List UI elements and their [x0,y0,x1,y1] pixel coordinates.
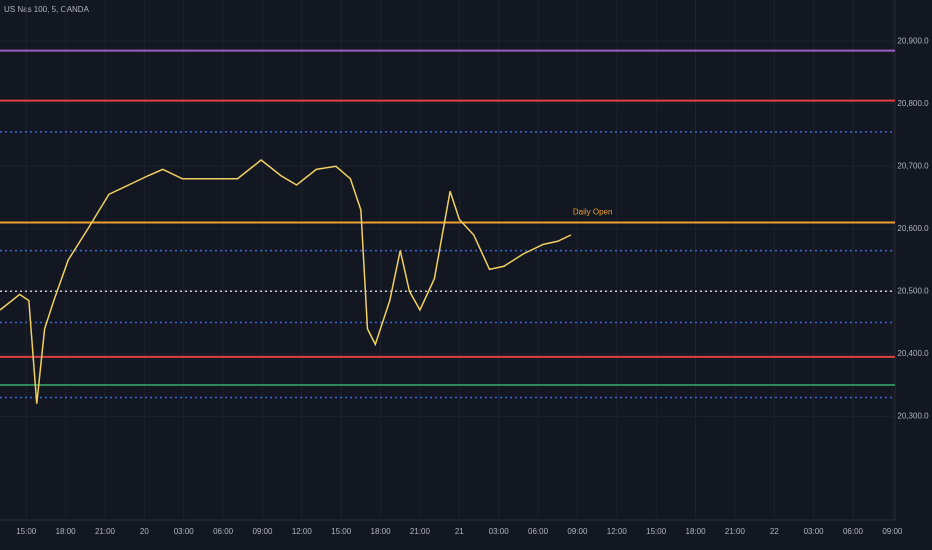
x-tick-label: 15:00 [331,527,352,536]
x-tick-label: 12:00 [607,527,628,536]
x-tick-label: 21:00 [410,527,431,536]
x-tick-label: 06:00 [528,527,549,536]
y-tick-label: 20,400.0 [897,349,929,358]
x-tick-label: 12:00 [292,527,313,536]
x-tick-label: 09:00 [882,527,903,536]
x-tick-label: 21 [455,527,464,536]
x-tick-label: 09:00 [252,527,273,536]
price-line [0,159,572,404]
x-tick-label: 03:00 [174,527,195,536]
x-tick-label: 06:00 [213,527,234,536]
y-tick-label: 20,300.0 [897,411,929,420]
x-tick-label: 06:00 [843,527,864,536]
x-tick-label: 15:00 [646,527,667,536]
x-tick-label: 21:00 [95,527,116,536]
x-tick-label: 09:00 [567,527,588,536]
x-tick-label: 18:00 [686,527,707,536]
x-tick-label: 18:00 [56,527,77,536]
x-tick-label: 03:00 [804,527,825,536]
y-tick-label: 20,500.0 [897,286,929,295]
level-label: Daily Open [573,208,613,217]
x-tick-label: 18:00 [371,527,392,536]
x-tick-label: 21:00 [725,527,746,536]
y-tick-label: 20,700.0 [897,161,929,170]
x-tick-label: 20 [140,527,149,536]
chart-title: US Nas 100, 5, OANDA [4,5,90,14]
x-tick-label: 22 [770,527,779,536]
x-tick-label: 15:00 [16,527,37,536]
x-tick-label: 03:00 [489,527,510,536]
y-tick-label: 20,900.0 [897,36,929,45]
y-tick-label: 20,800.0 [897,99,929,108]
y-tick-label: 20,600.0 [897,224,929,233]
